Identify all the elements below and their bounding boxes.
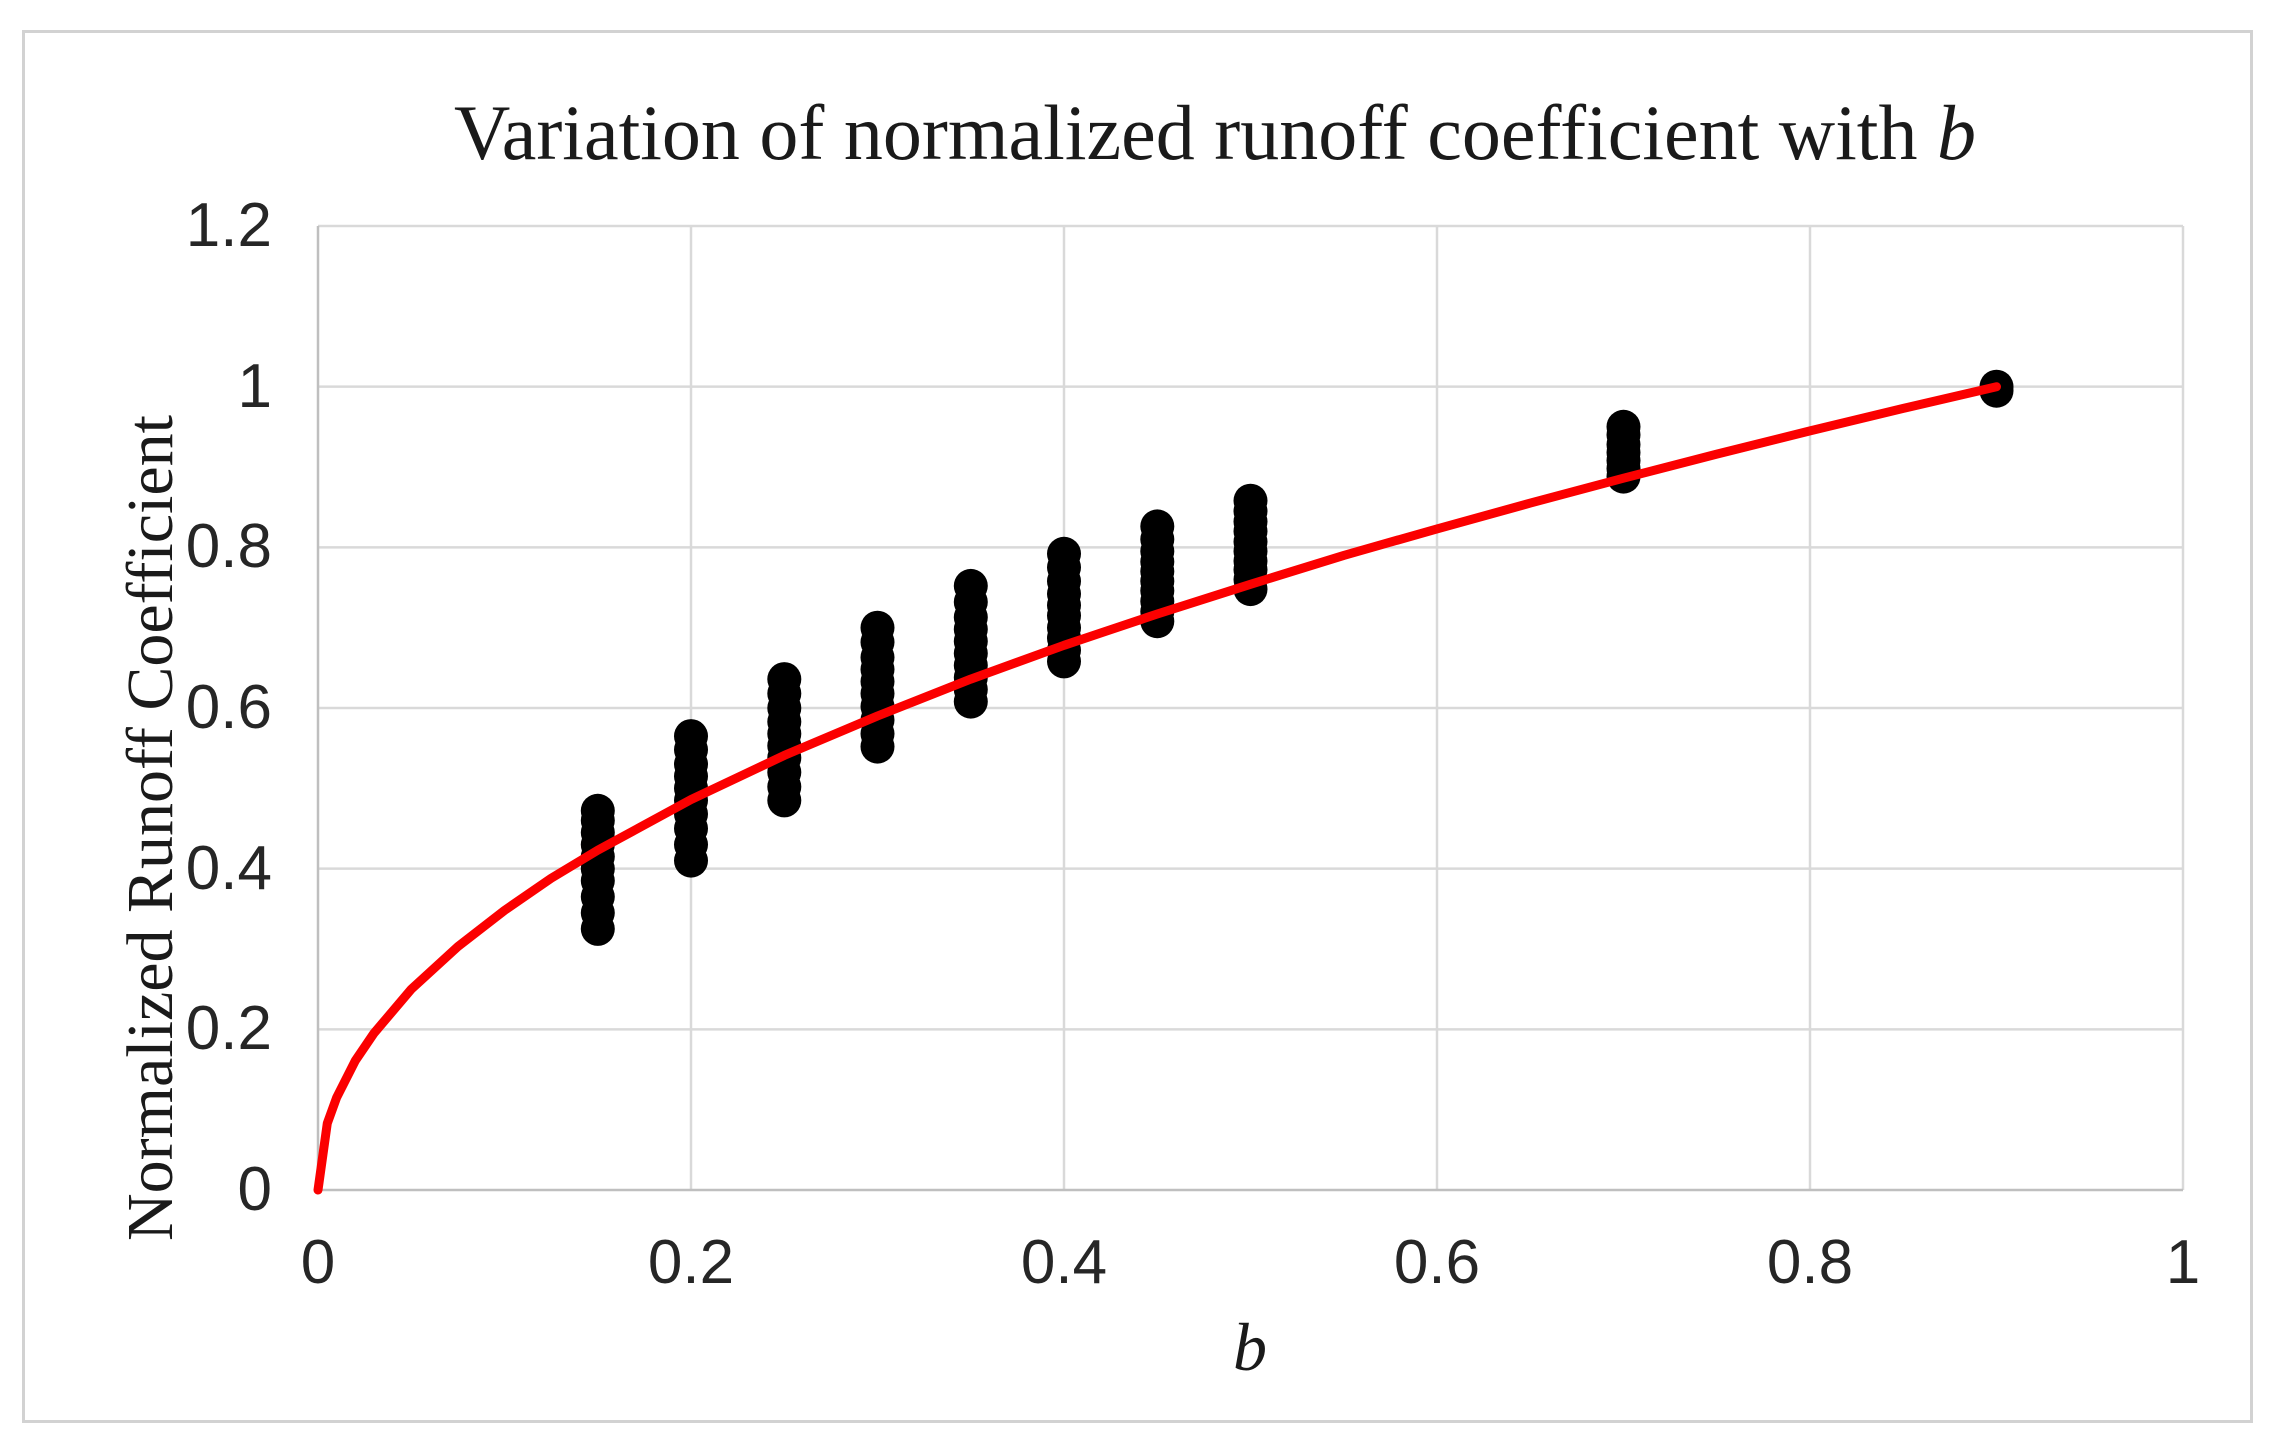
data-point xyxy=(767,662,802,697)
chart-title-text: Variation of normalized runoff coefficie… xyxy=(454,89,1937,176)
data-point xyxy=(1606,409,1641,444)
x-tick-label: 0 xyxy=(300,1228,336,1297)
data-point xyxy=(953,568,988,603)
x-tick-label: 0.4 xyxy=(1020,1228,1108,1297)
x-tick-label: 0.6 xyxy=(1393,1228,1481,1297)
data-point xyxy=(1233,483,1268,518)
y-tick-label: 0.6 xyxy=(185,673,272,742)
data-point xyxy=(674,719,708,754)
y-tick-label: 0 xyxy=(237,1155,272,1224)
y-tick-label: 1.2 xyxy=(185,191,272,260)
chart-title-variable: b xyxy=(1936,89,1976,176)
chart-title: Variation of normalized runoff coefficie… xyxy=(153,88,2277,178)
y-tick-label: 1 xyxy=(237,351,272,421)
x-tick-label: 0.8 xyxy=(1766,1228,1854,1297)
y-tick-label: 0.8 xyxy=(185,512,272,582)
data-point xyxy=(860,610,895,645)
y-tick-label: 0.4 xyxy=(185,833,272,903)
x-axis-title: b xyxy=(1233,1309,1267,1385)
fit-curve xyxy=(313,382,2001,1195)
x-tick-label: 1 xyxy=(2165,1228,2201,1297)
data-point xyxy=(1047,536,1081,571)
y-tick-label: 0.2 xyxy=(185,994,272,1064)
data-point xyxy=(1140,509,1175,544)
data-point xyxy=(580,793,615,828)
x-tick-label: 0.2 xyxy=(647,1228,735,1297)
